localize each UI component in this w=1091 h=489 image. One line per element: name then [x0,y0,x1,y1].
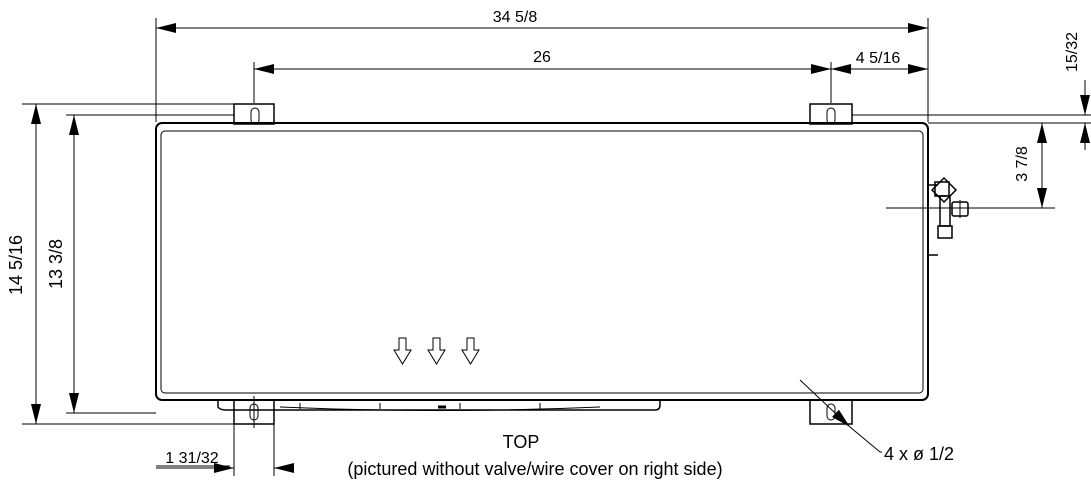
unit-body [155,122,929,401]
dimension-lines [31,23,1090,473]
dim-overall-depth: 14 5/16 [6,235,26,295]
dim-body-depth: 13 3/8 [46,239,66,289]
dim-valve-offset: 3 7/8 [1014,146,1031,182]
bottom-plate [217,400,661,411]
valve-fitting [886,176,1000,256]
bracket-bottom-left [233,396,275,428]
airflow-arrows [393,337,480,365]
dim-right-offset: 4 5/16 [856,50,901,67]
dim-overall-width: 34 5/8 [493,9,538,26]
dim-bracket-width: 1 31/32 [165,450,218,467]
bracket-bottom-right [809,399,853,425]
bracket-top-right [809,103,853,125]
bracket-top-left [233,103,275,125]
caption-title: TOP [503,432,540,452]
dim-mount-spacing: 26 [533,49,551,66]
caption-note: (pictured without valve/wire cover on ri… [347,459,722,479]
extension-lines [22,18,1091,476]
dim-holes: 4 x ø 1/2 [884,444,954,464]
dim-top-offset: 15/32 [1064,32,1081,72]
